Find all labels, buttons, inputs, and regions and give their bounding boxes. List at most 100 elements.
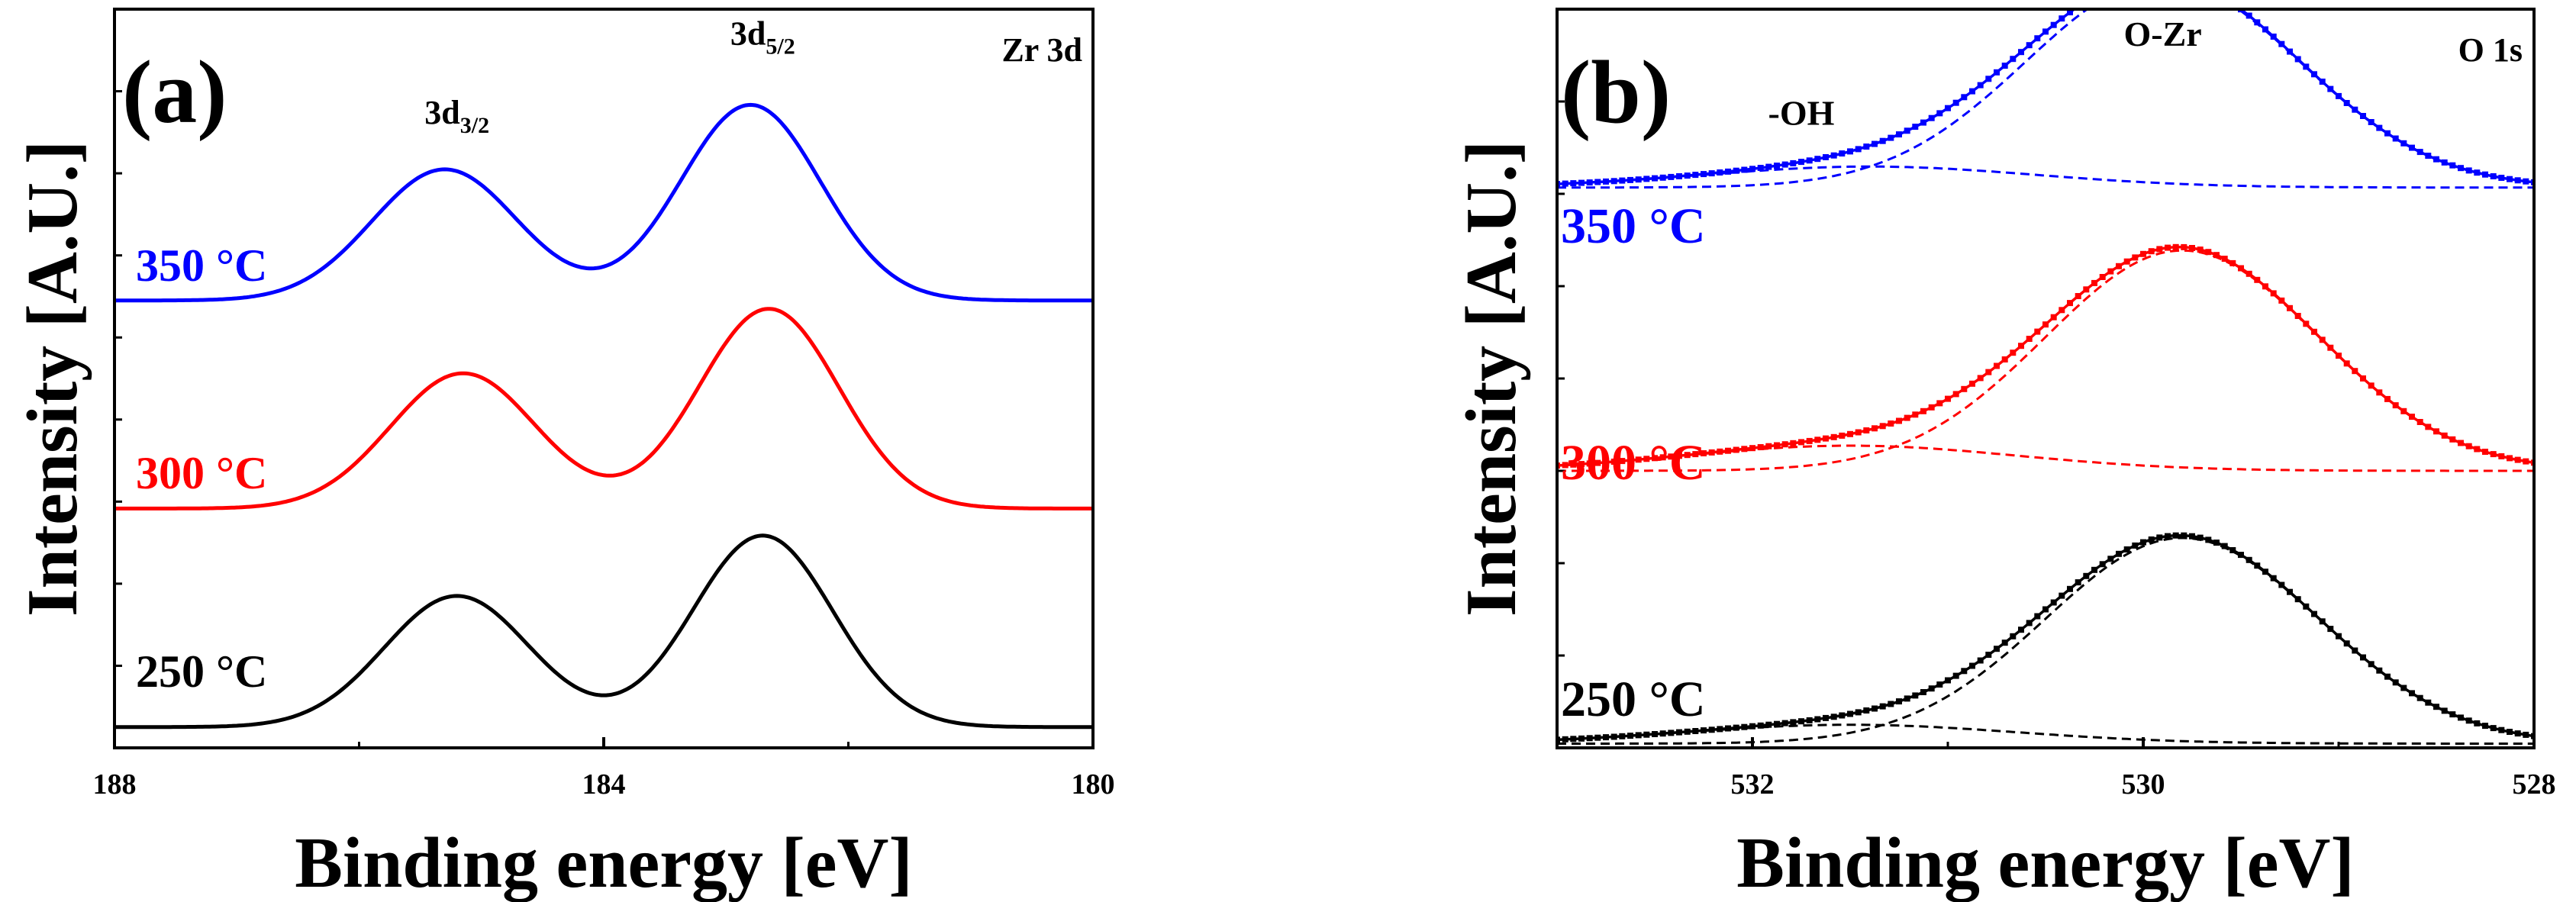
panel-b-xtick-label-530: 530: [2122, 768, 2165, 801]
panel-b-data-point-0: [2034, 613, 2041, 620]
panel-b-xlabel: Binding energy [eV]: [1736, 823, 2354, 902]
panel-b-data-point-2: [1977, 82, 1984, 89]
panel-b-data-point-0: [1985, 652, 1992, 658]
panel-b-data-point-2: [1594, 179, 1601, 185]
panel-b-data-point-1: [1969, 380, 1975, 387]
panel-b-data-point-1: [2319, 337, 2326, 343]
panel-b-data-point-2: [2010, 56, 2017, 63]
panel-b-ticks: [1556, 100, 2536, 748]
panel-b-data-point-0: [2368, 661, 2374, 668]
panel-b-data-point-0: [2270, 575, 2277, 581]
panel-b-data-point-2: [2001, 63, 2008, 69]
panel-b-data-point-0: [1814, 716, 1821, 723]
panel-b-data-point-2: [2498, 175, 2505, 181]
panel-a: (a) Zr 3d 3d3/2 3d5/2 350 °C 300 °C 250 …: [13, 8, 1115, 902]
panel-b-data-point-0: [2172, 532, 2179, 539]
panel-b-data-point-1: [1741, 446, 1748, 453]
panel-b-data-point-2: [2026, 42, 2033, 49]
panel-b-data-point-1: [1879, 423, 1886, 430]
panel-b-data-point-0: [1945, 677, 1951, 684]
panel-b-data-point-1: [2246, 270, 2252, 277]
panel-b-data-point-1: [2327, 344, 2334, 351]
panel-b-data-point-0: [2482, 723, 2488, 730]
panel-b-data-point-2: [2254, 19, 2261, 26]
panel-b-data-point-2: [2441, 159, 2448, 166]
panel-b-data-point-1: [2107, 268, 2114, 275]
panel-b-data-point-2: [1725, 168, 1731, 175]
panel-b-data-point-1: [2254, 276, 2261, 283]
panel-b-data-point-0: [1798, 718, 1804, 725]
panel-b-data-point-2: [1668, 173, 1675, 180]
panel-b-data-point-2: [2474, 169, 2481, 176]
panel-b-data-point-1: [2148, 248, 2155, 255]
panel-b-data-point-0: [2165, 533, 2171, 540]
panel-b-data-point-1: [2416, 419, 2423, 425]
panel-b-envelope-1: [1557, 245, 2534, 467]
panel-b-data-point-0: [2083, 572, 2090, 579]
panel-b-envelope-2: [1557, 9, 2534, 185]
panel-b-data-point-1: [2156, 246, 2163, 253]
panel-b-data-point-0: [1717, 726, 1723, 733]
panel-b-data-point-1: [2034, 328, 2041, 335]
panel-b-data-point-0: [2246, 556, 2252, 563]
panel-b-data-point-0: [2327, 626, 2334, 633]
panel-b-data-point-2: [2458, 165, 2464, 172]
panel-b-data-point-0: [1920, 689, 1926, 695]
panel-b-data-point-0: [2026, 620, 2033, 627]
panel-b-data-point-0: [2123, 546, 2130, 552]
panel-b-data-point-1: [1676, 453, 1682, 459]
panel-b-data-point-2: [1823, 154, 1829, 160]
panel-b-data-point-1: [2181, 243, 2188, 250]
panel-a-annotation-3d32: 3d3/2: [424, 94, 489, 138]
panel-b-data-point-2: [2507, 176, 2513, 182]
panel-b-data-point-2: [2465, 167, 2472, 174]
panel-b-data-point-0: [2107, 556, 2114, 562]
panel-b-data-point-0: [1790, 719, 1797, 726]
panel-b-data-point-1: [2091, 279, 2097, 286]
panel-b-data-point-1: [2270, 290, 2277, 297]
panel-b-data-point-0: [2441, 707, 2448, 714]
panel-b-data-point-1: [1717, 448, 1723, 455]
panel-b-data-point-2: [1896, 131, 1902, 138]
panel-b-data-point-1: [2278, 297, 2285, 304]
panel-b-data-point-0: [2116, 550, 2122, 557]
panel-b-data-point-1: [1806, 437, 1813, 444]
panel-b-data-point-2: [1985, 76, 1992, 82]
panel-b-data-point-1: [1635, 456, 1642, 463]
panel-b-data-point-0: [2254, 562, 2261, 569]
panel-b-data-point-0: [2523, 731, 2529, 738]
panel-b-data-point-2: [1945, 105, 1951, 111]
panel-b-data-point-1: [1757, 444, 1764, 450]
panel-b-data-point-0: [1741, 723, 1748, 730]
panel-b-data-point-0: [2409, 690, 2415, 697]
panel-a-annotation-3d52: 3d5/2: [730, 14, 795, 59]
panel-b-data-point-1: [2523, 458, 2529, 465]
panel-b-data-point-2: [1627, 176, 1633, 183]
panel-b-series-label-300: 300 °C: [1561, 435, 1706, 491]
panel-b-annotation-o-zr: O-Zr: [2123, 14, 2201, 53]
panel-b-data-point-0: [2294, 596, 2301, 603]
panel-b-data-point-0: [1863, 707, 1870, 714]
panel-b-data-point-2: [1904, 127, 1910, 134]
panel-b-series-label-350: 350 °C: [1561, 198, 1706, 254]
panel-b-data-point-2: [1684, 172, 1691, 179]
panel-b-data-point-0: [2319, 618, 2326, 625]
panel-b-data-point-0: [1855, 709, 1862, 716]
panel-b-data-point-0: [2205, 536, 2212, 543]
panel-b-data-point-0: [2221, 543, 2228, 549]
panel-a-frame: [113, 8, 1095, 749]
panel-b-data-point-2: [2376, 124, 2383, 131]
panel-b-data-point-1: [1725, 447, 1731, 454]
panel-b-data-point-2: [1635, 176, 1642, 183]
panel-b-data-point-2: [2311, 71, 2317, 78]
panel-b-frame: [1556, 8, 2536, 749]
panel-b-data-point-1: [1961, 385, 1968, 392]
panel-b-data-point-1: [1977, 375, 1984, 382]
panel-b-data-point-1: [1823, 435, 1829, 442]
panel-b-data-point-0: [1888, 701, 1894, 707]
panel-b-series-label-250: 250 °C: [1561, 672, 1706, 727]
panel-b-data-point-2: [2083, 0, 2089, 4]
panel-b-data-point-1: [1578, 461, 1585, 468]
panel-b-data-point-1: [2343, 360, 2350, 367]
